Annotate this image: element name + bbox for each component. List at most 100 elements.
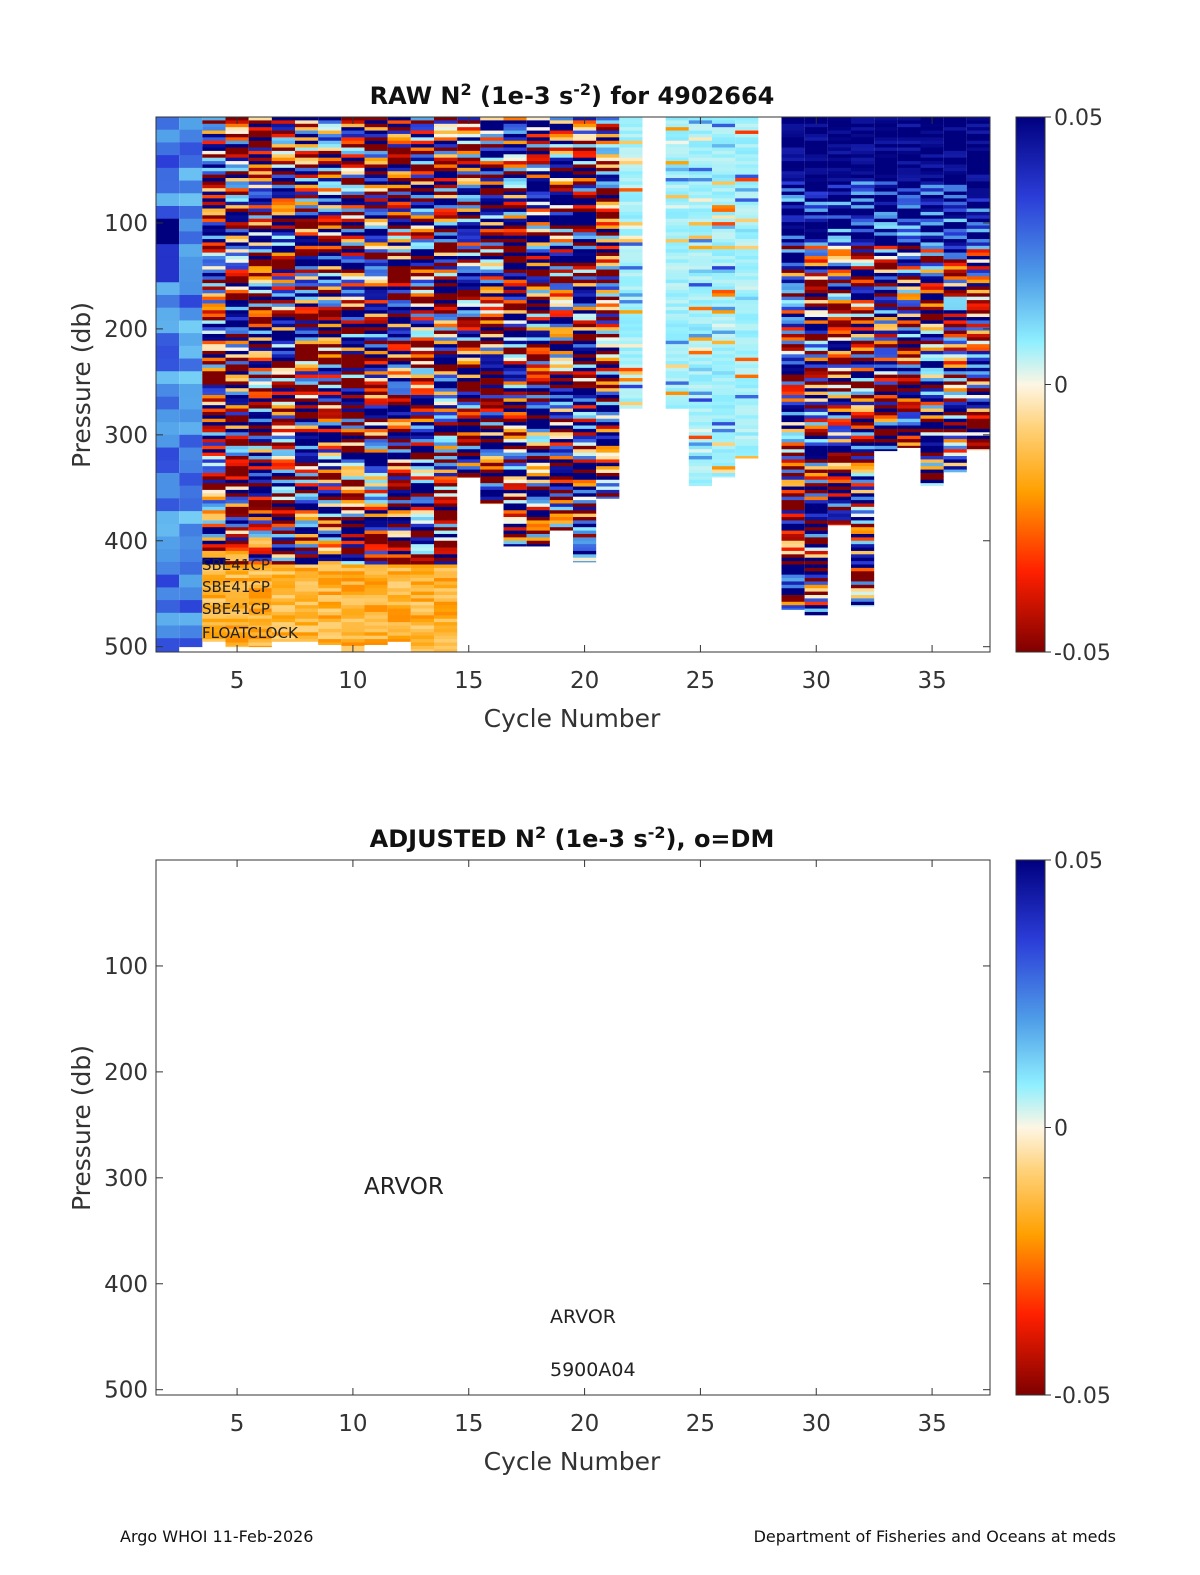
heatmap-cell <box>735 367 759 372</box>
heatmap-cell <box>457 164 481 169</box>
heatmap-cell <box>480 181 504 186</box>
heatmap-cell <box>410 255 434 260</box>
heatmap-cell <box>526 452 550 457</box>
heatmap-cell <box>804 574 828 579</box>
heatmap-cell <box>434 215 458 220</box>
heatmap-cell <box>295 405 319 409</box>
heatmap-cell <box>688 171 712 176</box>
heatmap-cell <box>920 174 944 179</box>
heatmap-cell <box>596 130 620 135</box>
heatmap-cell <box>480 272 504 277</box>
colorbar-tick-label: 0 <box>1054 1117 1068 1142</box>
heatmap-cell <box>735 337 759 342</box>
heatmap-cell <box>549 361 573 365</box>
heatmap-cell <box>966 272 990 277</box>
heatmap-cell <box>318 174 342 179</box>
heatmap-cell <box>364 595 388 599</box>
heatmap-cell <box>573 140 597 145</box>
heatmap-cell <box>920 472 944 477</box>
heatmap-cell <box>295 530 319 535</box>
heatmap-cell <box>804 306 828 311</box>
heatmap-cell <box>920 184 944 189</box>
heatmap-cell <box>457 401 481 406</box>
heatmap-cell <box>387 611 411 616</box>
heatmap-cell <box>943 161 967 165</box>
heatmap-cell <box>781 266 805 270</box>
heatmap-cell <box>596 398 620 403</box>
heatmap-cell <box>271 567 295 572</box>
heatmap-cell <box>410 164 434 169</box>
heatmap-cell <box>202 456 226 460</box>
heatmap-cell <box>341 466 365 470</box>
heatmap-cell <box>781 517 805 521</box>
heatmap-cell <box>341 584 365 589</box>
heatmap-cell <box>827 456 851 460</box>
heatmap-cell <box>225 327 249 331</box>
heatmap-cell <box>225 161 249 165</box>
heatmap-cell <box>781 391 805 396</box>
heatmap-cell <box>781 469 805 474</box>
heatmap-cell <box>897 422 921 426</box>
heatmap-cell <box>341 133 365 138</box>
heatmap-cell <box>781 418 805 423</box>
heatmap-cell <box>943 466 967 470</box>
heatmap-cell <box>827 313 851 318</box>
heatmap-cell <box>851 557 875 562</box>
heatmap-cell <box>619 350 643 355</box>
heatmap-cell <box>596 157 620 162</box>
heatmap-cell <box>851 469 875 474</box>
colorbar-tick-label: -0.05 <box>1054 1384 1111 1409</box>
heatmap-cell <box>271 330 295 335</box>
heatmap-cell <box>503 242 527 247</box>
heatmap-cell <box>410 608 434 613</box>
heatmap-cell <box>874 293 898 298</box>
heatmap-cell <box>457 239 481 243</box>
heatmap-cell <box>503 228 527 233</box>
heatmap-cell <box>202 242 226 247</box>
heatmap-cell <box>851 442 875 447</box>
heatmap-cell <box>781 584 805 589</box>
heatmap-cell <box>387 208 411 213</box>
heatmap-cell <box>827 323 851 328</box>
heatmap-cell <box>851 466 875 470</box>
heatmap-cell <box>897 255 921 260</box>
heatmap-cell <box>688 235 712 240</box>
heatmap-cell <box>387 201 411 206</box>
heatmap-cell <box>804 161 828 165</box>
heatmap-cell <box>804 608 828 613</box>
heatmap-cell <box>248 378 272 382</box>
heatmap-cell <box>804 598 828 603</box>
heatmap-cell <box>665 167 689 172</box>
heatmap-cell <box>271 378 295 382</box>
heatmap-cell <box>665 378 689 382</box>
heatmap-cell <box>341 249 365 253</box>
heatmap-cell <box>457 442 481 447</box>
heatmap-cell <box>271 578 295 582</box>
heatmap-cell <box>364 554 388 559</box>
heatmap-cell <box>434 618 458 623</box>
heatmap-cell <box>434 642 458 647</box>
heatmap-cell <box>434 174 458 179</box>
heatmap-cell <box>665 391 689 396</box>
heatmap-cell <box>688 157 712 162</box>
heatmap-cell <box>341 167 365 172</box>
heatmap-cell <box>248 357 272 362</box>
heatmap-cell <box>619 161 643 165</box>
heatmap-cell <box>920 201 944 206</box>
heatmap-cell <box>712 374 736 379</box>
heatmap-cell <box>248 232 272 237</box>
heatmap-cell <box>202 611 226 616</box>
heatmap-cell <box>804 500 828 504</box>
heatmap-cell <box>735 239 759 243</box>
heatmap-cell <box>943 384 967 389</box>
heatmap-cell <box>248 574 272 579</box>
heatmap-cell <box>781 167 805 172</box>
heatmap-cell <box>457 154 481 159</box>
heatmap-cell <box>457 425 481 430</box>
heatmap-cell <box>248 503 272 508</box>
heatmap-cell <box>688 394 712 399</box>
heatmap-cell <box>920 354 944 359</box>
heatmap-cell <box>874 194 898 199</box>
x-tick-label: 15 <box>454 668 483 694</box>
heatmap-cell <box>827 486 851 491</box>
